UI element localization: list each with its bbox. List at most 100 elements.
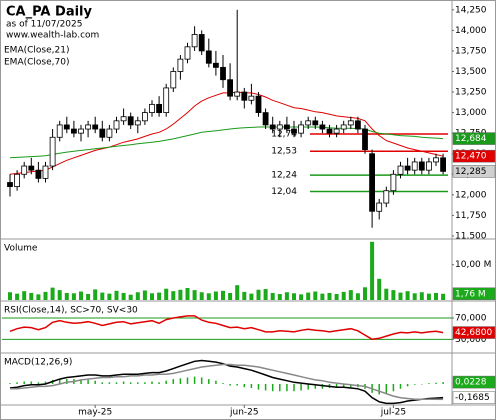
candle-body <box>283 124 290 130</box>
bar <box>164 288 169 300</box>
bar <box>199 292 204 300</box>
histogram-bar <box>314 383 317 389</box>
candle-body <box>149 103 155 113</box>
bar <box>93 289 98 300</box>
histogram-bar <box>122 381 125 384</box>
candle-body <box>184 46 191 60</box>
bar <box>299 294 304 300</box>
candle-body <box>362 128 368 151</box>
histogram-bar <box>94 380 96 384</box>
bar <box>370 241 375 300</box>
candle-body <box>411 161 418 171</box>
chart-title: CA_PA Daily <box>6 5 92 20</box>
histogram-bar <box>335 383 338 388</box>
y-tick-label: 30,000 <box>455 335 487 345</box>
bar <box>71 293 76 300</box>
y-tick-label: 12,000 <box>455 190 487 200</box>
histogram-bar <box>129 382 132 384</box>
bar <box>171 291 176 300</box>
last-value-label: -0,1685 <box>455 393 490 403</box>
histogram-bar <box>392 383 395 392</box>
candle-body <box>99 128 106 138</box>
bar <box>57 290 62 300</box>
x-tick-label: jun-25 <box>229 408 259 418</box>
histogram-bar <box>321 383 324 389</box>
histogram-bar <box>428 383 430 384</box>
candle-body <box>198 34 205 52</box>
candle-body <box>78 128 84 134</box>
candle-body <box>276 124 283 130</box>
bar <box>334 294 339 300</box>
y-tick-label: 11,750 <box>455 211 487 221</box>
histogram-bar <box>80 379 82 384</box>
histogram-bar <box>250 383 253 388</box>
last-value-box <box>452 149 496 163</box>
candle-body <box>305 120 312 126</box>
bar <box>348 290 353 300</box>
histogram-bar <box>236 383 238 386</box>
histogram-bar <box>87 379 89 384</box>
candle-body <box>369 153 376 212</box>
histogram-bar <box>307 383 309 390</box>
bar <box>142 290 147 300</box>
candle-body <box>425 161 432 171</box>
last-value-box <box>452 326 496 339</box>
histogram-bar <box>186 377 189 384</box>
bar <box>405 291 410 300</box>
histogram-bar <box>108 382 111 384</box>
candle-body <box>312 120 319 126</box>
bar <box>306 292 311 300</box>
bar <box>135 292 140 300</box>
candle-body <box>383 190 390 204</box>
bar <box>29 292 34 300</box>
histogram-bar <box>30 381 33 384</box>
y-tick-label: 13,500 <box>455 67 487 77</box>
candle-body <box>42 165 49 179</box>
candle-body <box>354 120 361 130</box>
panel-title: RSI(Close,14), SC>70, SV<30 <box>4 306 138 316</box>
bar <box>419 292 424 300</box>
last-value-label: 42,6800 <box>455 328 492 338</box>
candle-body <box>191 34 198 48</box>
bar <box>284 292 289 300</box>
histogram-bar <box>200 377 203 384</box>
bar <box>206 293 211 300</box>
bar <box>249 293 254 300</box>
histogram-bar <box>399 383 402 389</box>
histogram-bar <box>23 381 25 384</box>
histogram-bar <box>165 380 167 384</box>
candle-body <box>28 165 35 171</box>
histogram-bar <box>101 382 104 384</box>
histogram-bar <box>421 383 423 385</box>
legend-entry: EMA(Close,21) <box>4 46 69 56</box>
histogram-bar <box>215 380 217 384</box>
histogram-bar <box>16 382 18 384</box>
histogram-bar <box>229 383 231 386</box>
level-label: 12,04 <box>271 187 297 197</box>
bar <box>320 293 325 300</box>
bar <box>242 291 247 300</box>
bar <box>22 291 27 300</box>
candle-body <box>120 116 127 122</box>
candle-body <box>291 128 297 134</box>
line <box>10 363 444 401</box>
histogram-bar <box>286 383 288 392</box>
last-value-label: 12,285 <box>455 167 487 177</box>
candle-body <box>163 87 170 113</box>
source: www.wealth-lab.com <box>6 31 99 41</box>
bar <box>36 294 41 300</box>
line <box>9 315 444 341</box>
candle-body <box>248 95 255 101</box>
histogram-bar <box>137 382 139 384</box>
bar <box>441 293 446 300</box>
candle-body <box>141 112 148 122</box>
candle-body <box>134 120 141 126</box>
x-tick-label: may-25 <box>78 408 112 418</box>
candle-body <box>127 116 134 126</box>
candle-body <box>56 124 63 138</box>
y-tick-label: 70,000 <box>455 314 487 324</box>
level-label: 12,24 <box>271 171 297 181</box>
candle-body <box>376 202 383 212</box>
candle-body <box>440 157 447 172</box>
